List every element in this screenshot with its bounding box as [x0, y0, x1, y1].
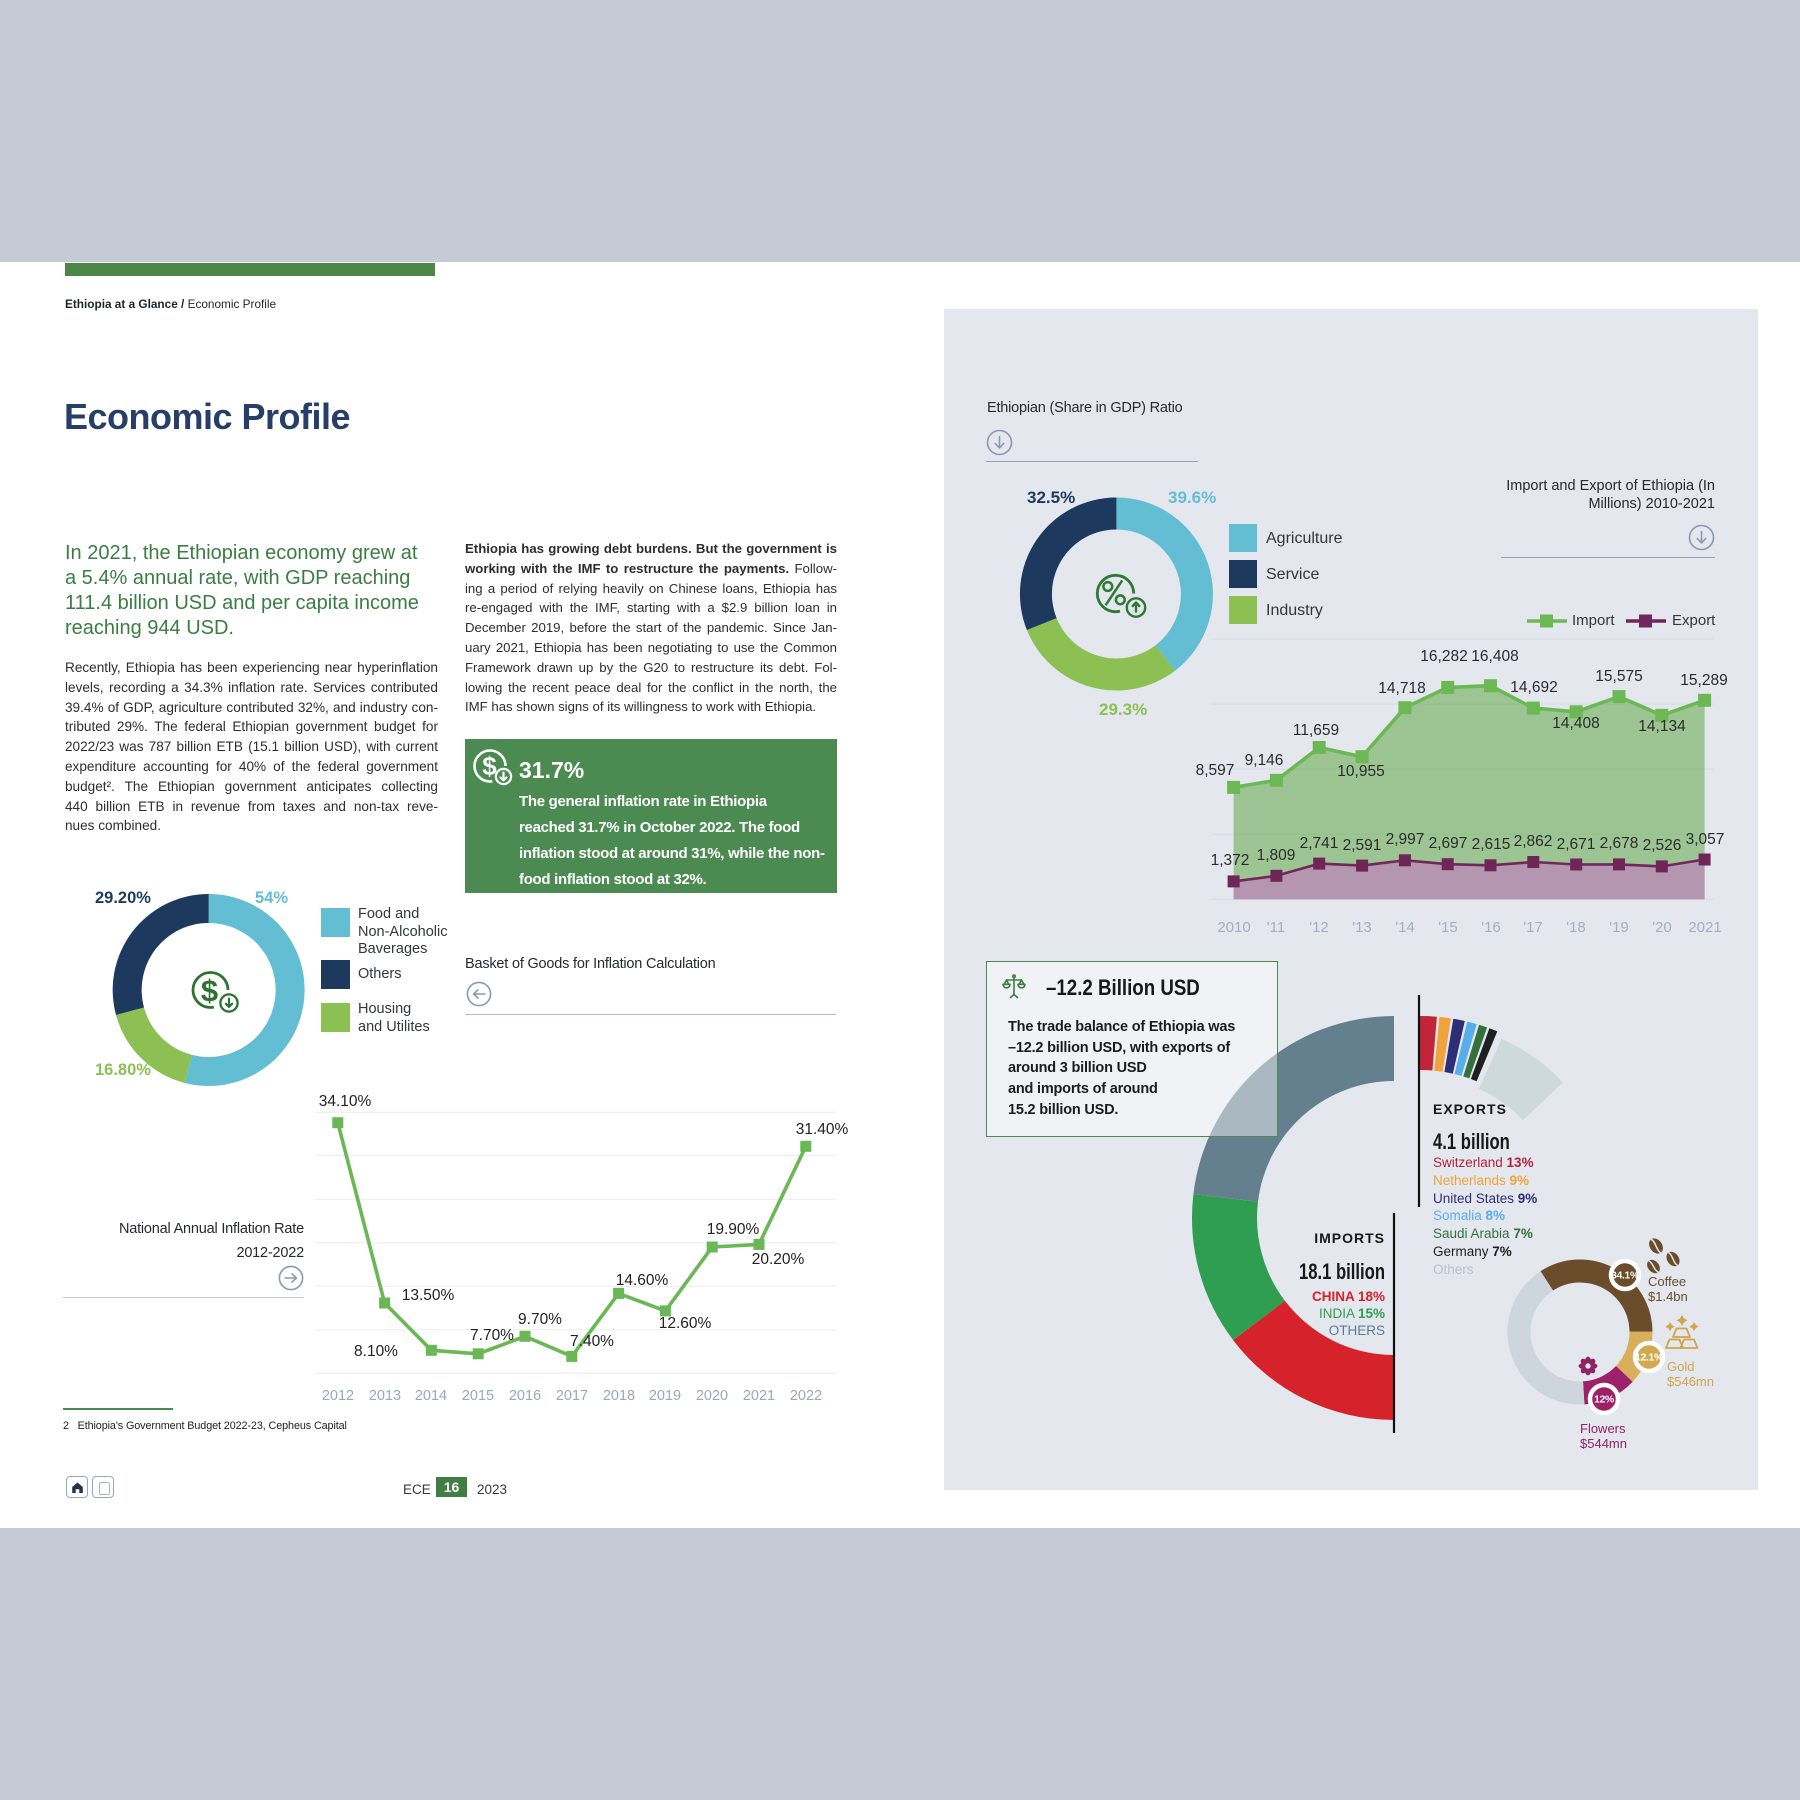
svg-text:$: $ [201, 973, 218, 1008]
svg-text:12.1%: 12.1% [1635, 1353, 1663, 1364]
svg-text:12%: 12% [1594, 1395, 1614, 1406]
svg-text:34.1%: 34.1% [1611, 1271, 1639, 1282]
svg-text:$: $ [482, 751, 497, 781]
